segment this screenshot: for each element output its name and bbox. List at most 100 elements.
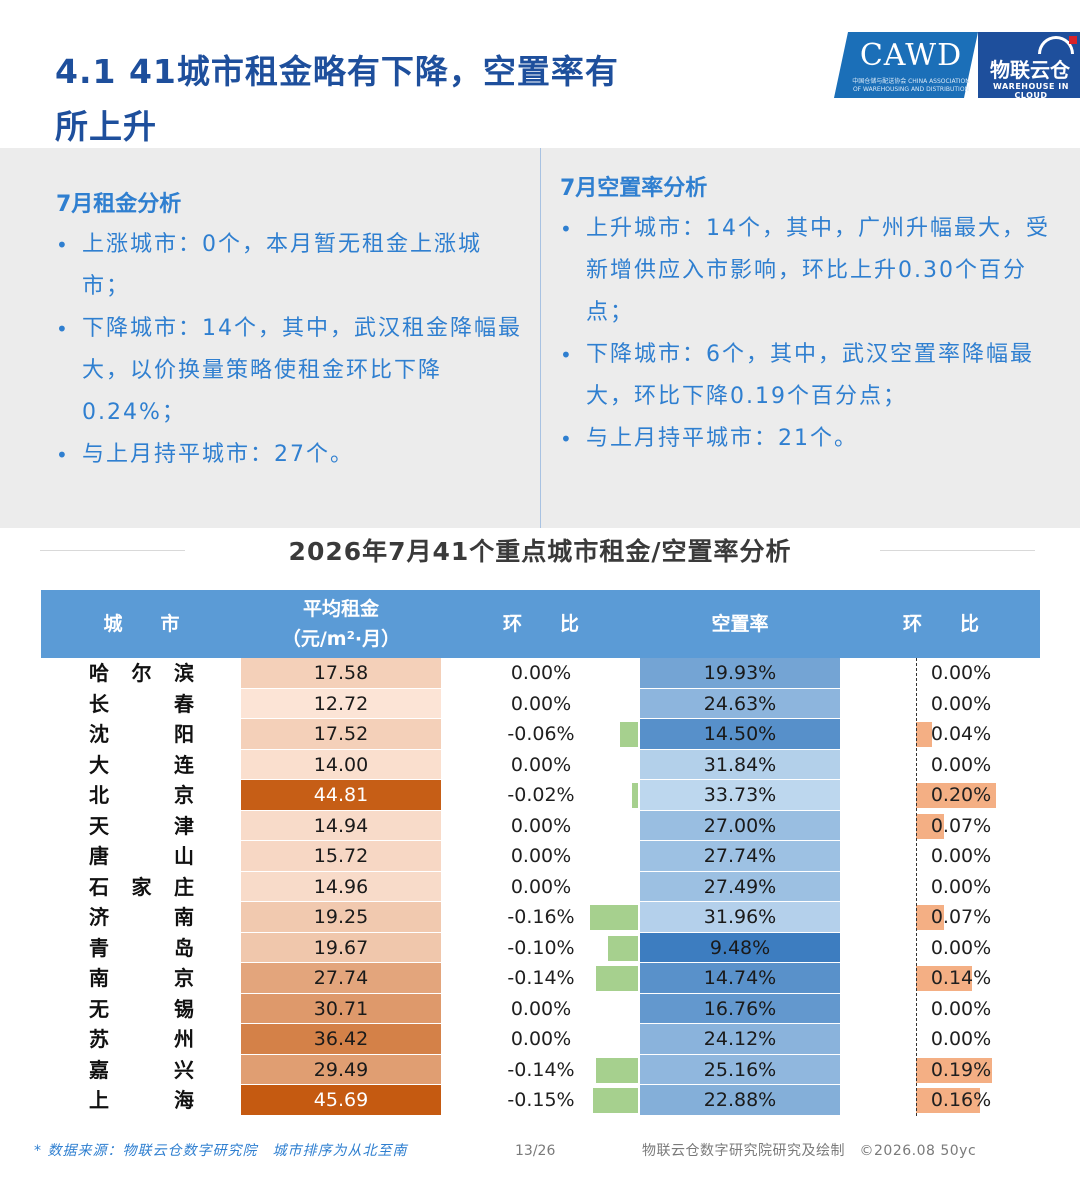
warehouse-cloud-logo-cn: 物联云仓: [990, 58, 1070, 82]
brand-logo: CAWD 中国仓储与配送协会 CHINA ASSOCIATION OF WARE…: [833, 32, 1080, 100]
city-name: 唐山: [89, 844, 194, 868]
vacancy-change-value: 0.00%: [930, 875, 992, 898]
rent-value: 19.67: [313, 936, 369, 959]
vacancy-change-value: 0.20%: [930, 784, 992, 806]
city-name: 天津: [89, 813, 194, 838]
rent-value: 12.72: [313, 692, 369, 715]
table-row: 苏州 36.42 0.00% 24.12% 0.00%: [41, 1024, 1040, 1055]
rent-value: 17.52: [313, 723, 369, 745]
header-vacancy: 空置率: [711, 613, 769, 635]
rent-analysis: 7月租金分析 上涨城市：0个，本月暂无租金上涨城市； 下降城市：14个，其中，武…: [56, 190, 526, 476]
table-title: 2026年7月41个重点城市租金/空置率分析: [288, 537, 792, 566]
rent-change-value: 0.00%: [510, 753, 572, 776]
rent-heat-cell: [241, 1024, 441, 1055]
vacancy-change-value: 0.00%: [930, 936, 992, 959]
city-name: 济南: [89, 905, 194, 929]
vacancy-value: 9.48%: [709, 936, 771, 959]
vacancy-change-value: 0.16%: [930, 1089, 992, 1111]
city-name: 长春: [89, 691, 194, 716]
rent-change-bar: [593, 1088, 638, 1113]
table-title-rule-left: [40, 550, 185, 551]
header-rent: 平均租金 （元/m²·月）: [241, 590, 441, 658]
vacancy-change-bar: [916, 966, 972, 991]
vacancy-heat-cell: [640, 1054, 840, 1085]
table-header: 城 市 平均租金 （元/m²·月） 环 比 空置率 环 比: [41, 590, 1040, 658]
rent-change-bar: [596, 1057, 638, 1083]
city-name: 嘉兴: [89, 1057, 194, 1082]
rent-change-value: -0.16%: [507, 906, 575, 928]
table-row: 沈阳 17.52 -0.06% 14.50% 0.04%: [41, 719, 1040, 750]
header-rent-change: 环 比: [502, 613, 579, 635]
vacancy-heat-cell: [640, 1024, 840, 1055]
city-name: 无锡: [89, 996, 194, 1021]
table-row: 唐山 15.72 0.00% 27.74% 0.00%: [41, 841, 1040, 872]
vacancy-value: 31.96%: [703, 906, 777, 928]
rent-bullet: 与上月持平城市：27个。: [56, 434, 526, 476]
city-name: 青岛: [89, 935, 194, 960]
vacancy-analysis-heading: 7月空置率分析: [560, 176, 708, 201]
rent-change-value: 0.00%: [510, 814, 572, 837]
vacancy-bullet: 上升城市：14个，其中，广州升幅最大，受新增供应入市影响，环比上升0.30个百分…: [560, 208, 1050, 334]
rent-value: 14.94: [313, 814, 369, 837]
table-title-rule-right: [880, 550, 1035, 551]
page-number: 13/26: [515, 1143, 556, 1159]
vacancy-heat-cell: [640, 871, 840, 902]
rent-value: 15.72: [313, 845, 369, 867]
rent-change-bar: [590, 905, 638, 930]
rent-analysis-heading: 7月租金分析: [56, 192, 182, 217]
vacancy-heat-cell: [640, 1085, 840, 1116]
table-row: 嘉兴 29.49 -0.14% 25.16% 0.19%: [41, 1054, 1040, 1085]
rent-value: 14.00: [313, 753, 369, 776]
vacancy-analysis: 7月空置率分析 上升城市：14个，其中，广州升幅最大，受新增供应入市影响，环比上…: [560, 174, 1050, 460]
page-title: 4.1 41城市租金略有下降，空置率有 所上升: [55, 44, 775, 154]
vacancy-value: 27.49%: [703, 875, 777, 898]
vacancy-change-zero-axis: [916, 658, 917, 1116]
rent-heat-cell: [241, 993, 441, 1024]
vacancy-value: 27.00%: [703, 814, 777, 837]
red-square-icon: [1069, 36, 1077, 44]
rent-value: 30.71: [313, 997, 369, 1020]
vacancy-value: 25.16%: [703, 1058, 777, 1081]
vacancy-value: 22.88%: [703, 1089, 777, 1111]
rent-change-bar: [620, 722, 638, 747]
vacancy-value: 14.50%: [703, 723, 777, 745]
rent-heat-cell: [241, 963, 441, 994]
vacancy-change-value: 0.00%: [930, 692, 992, 715]
table-row: 石家庄 14.96 0.00% 27.49% 0.00%: [41, 871, 1040, 902]
vacancy-value: 14.74%: [703, 967, 777, 989]
vacancy-heat-cell: [640, 841, 840, 872]
header-rent-unit: （元/m²·月）: [281, 628, 401, 650]
vacancy-value: 27.74%: [703, 845, 777, 867]
rent-change-value: -0.14%: [507, 967, 575, 989]
vacancy-heat-cell: [640, 658, 840, 689]
rent-change-value: 0.00%: [510, 662, 572, 684]
rent-heat-cell: [241, 1085, 441, 1116]
vacancy-value: 24.12%: [703, 1028, 777, 1050]
table-row: 南京 27.74 -0.14% 14.74% 0.14%: [41, 963, 1040, 994]
vacancy-change-bar: [916, 1057, 992, 1083]
vacancy-change-value: 0.19%: [930, 1058, 992, 1081]
vacancy-heat-cell: [640, 749, 840, 780]
rent-heat-cell: [241, 780, 441, 811]
rent-value: 19.25: [313, 906, 369, 928]
vacancy-change-value: 0.14%: [930, 967, 992, 989]
rent-heat-cell: [241, 749, 441, 780]
rent-change-value: 0.00%: [510, 1028, 572, 1050]
title-line-2: 所上升: [55, 107, 157, 146]
vacancy-value: 24.63%: [703, 692, 777, 715]
rent-change-value: 0.00%: [510, 997, 572, 1020]
city-name: 大连: [89, 752, 194, 777]
rent-heat-cell: [241, 810, 441, 841]
vacancy-change-value: 0.07%: [930, 814, 992, 837]
rent-change-bar: [608, 935, 638, 961]
table-row: 北京 44.81 -0.02% 33.73% 0.20%: [41, 780, 1040, 811]
rent-heat-cell: [241, 902, 441, 933]
city-name: 南京: [89, 966, 194, 990]
vacancy-change-bar: [916, 722, 932, 747]
vacancy-heat-cell: [640, 902, 840, 933]
rent-change-value: -0.15%: [507, 1089, 575, 1111]
table-row: 无锡 30.71 0.00% 16.76% 0.00%: [41, 993, 1040, 1024]
rent-change-value: -0.06%: [507, 723, 575, 745]
table-row: 济南 19.25 -0.16% 31.96% 0.07%: [41, 902, 1040, 933]
rent-change-value: 0.00%: [510, 875, 572, 898]
